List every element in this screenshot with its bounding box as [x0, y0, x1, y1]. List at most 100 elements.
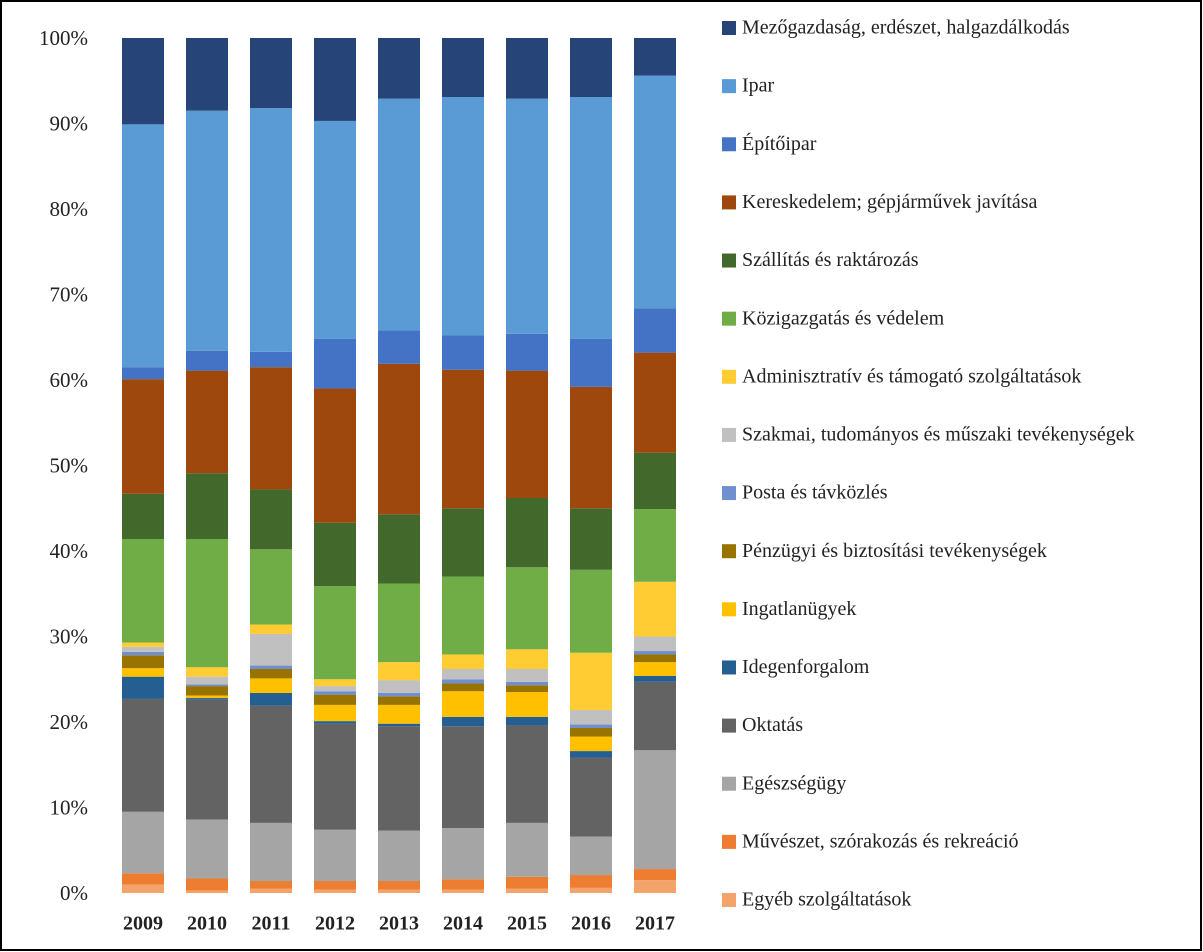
bar-segment	[122, 539, 164, 643]
bar-segment	[442, 654, 484, 669]
legend-swatch	[722, 311, 736, 326]
bar-segment	[314, 338, 356, 389]
bar-segment	[250, 367, 292, 490]
y-tick-label: 10%	[50, 795, 89, 819]
y-tick-label: 20%	[50, 710, 89, 734]
legend-label: Egyéb szolgáltatások	[742, 889, 911, 911]
bar-segment	[250, 705, 292, 823]
bar-segment	[634, 750, 676, 870]
x-tick-label: 2012	[315, 913, 355, 935]
bar-segment	[570, 386, 612, 509]
bar-segment	[442, 683, 484, 692]
bar-segment	[442, 668, 484, 680]
bar-segment	[122, 873, 164, 885]
bar-segment	[314, 38, 356, 121]
y-tick-label: 60%	[50, 368, 89, 392]
bar-segment	[250, 633, 292, 666]
bar-segment	[634, 581, 676, 637]
bar-segment	[378, 889, 420, 893]
bar-segment	[634, 38, 676, 76]
bar-segment	[378, 363, 420, 515]
bar-segment	[442, 679, 484, 684]
y-tick-label: 80%	[50, 197, 89, 221]
legend-label: Közigazgatás és védelem	[742, 307, 945, 329]
bar-segment	[570, 836, 612, 876]
bar-segment	[186, 667, 228, 677]
bar-segment	[506, 38, 548, 99]
bar-segment	[122, 646, 164, 652]
bar-segment	[570, 736, 612, 752]
bar-segment	[186, 698, 228, 700]
bar-segment	[314, 679, 356, 687]
bar-segment	[314, 704, 356, 722]
bar-segment	[250, 489, 292, 550]
bar-segment	[122, 651, 164, 656]
bar-segment	[314, 586, 356, 680]
legend-label: Szállítás és raktározás	[742, 249, 919, 271]
bar-segment	[442, 96, 484, 336]
legend-swatch	[722, 718, 736, 733]
bar-segment	[314, 881, 356, 890]
legend-swatch	[722, 893, 736, 907]
bar-segment	[122, 884, 164, 893]
bar-segment	[122, 379, 164, 494]
legend-swatch	[722, 834, 736, 849]
legend-swatch	[722, 544, 736, 559]
legend-swatch	[722, 253, 736, 268]
legend-label: Kereskedelem; gépjárművek javítása	[742, 191, 1038, 213]
bar-segment	[570, 887, 612, 893]
bar-segment	[570, 710, 612, 725]
legend-swatch	[722, 486, 736, 501]
legend-label: Egészségügy	[742, 772, 846, 794]
bar-segment	[634, 452, 676, 510]
bar-segment	[442, 508, 484, 577]
bar-segment	[378, 38, 420, 99]
bar-segment	[378, 881, 420, 890]
bar-segment	[122, 493, 164, 540]
bar-segment	[442, 335, 484, 370]
bar-segment	[186, 878, 228, 891]
bar-segment	[378, 514, 420, 584]
y-tick-label: 40%	[50, 539, 89, 563]
bar-segment	[314, 691, 356, 695]
bar-segment	[250, 668, 292, 679]
y-tick-label: 30%	[50, 624, 89, 648]
bar-segment	[314, 889, 356, 893]
legend-label: Szakmai, tudományos és műszaki tevékenys…	[742, 424, 1135, 446]
bar-segment	[186, 110, 228, 351]
bar-segment	[250, 678, 292, 693]
bar-segment	[378, 704, 420, 724]
bar-segment	[506, 370, 548, 498]
bar-segment	[122, 38, 164, 125]
bar-segment	[506, 333, 548, 371]
bar-segment	[570, 569, 612, 653]
bar-segment	[122, 811, 164, 874]
bar-segment	[250, 38, 292, 109]
bar-segment	[570, 757, 612, 837]
bar-segment	[634, 352, 676, 453]
bar-segment	[506, 876, 548, 889]
bar-segment	[442, 828, 484, 880]
bar-segment	[186, 695, 228, 699]
bar-segment	[570, 338, 612, 387]
bar-segment	[314, 694, 356, 705]
bar-segment	[186, 676, 228, 685]
bar-segment	[186, 890, 228, 893]
bar-segment	[250, 881, 292, 889]
bar-segment	[634, 880, 676, 893]
bar-segment	[314, 721, 356, 724]
bar-segment	[378, 830, 420, 882]
bar-segment	[186, 699, 228, 820]
bar-segment	[250, 822, 292, 882]
bar-segment	[442, 716, 484, 727]
bar-segment	[186, 684, 228, 687]
x-tick-label: 2017	[635, 913, 675, 935]
bar-segment	[122, 676, 164, 699]
bar-segment	[314, 120, 356, 339]
bar-segment	[506, 681, 548, 686]
bar-segment	[506, 685, 548, 693]
bar-segment	[186, 819, 228, 879]
legend-label: Építőipar	[742, 132, 817, 155]
bar-segment	[122, 124, 164, 368]
